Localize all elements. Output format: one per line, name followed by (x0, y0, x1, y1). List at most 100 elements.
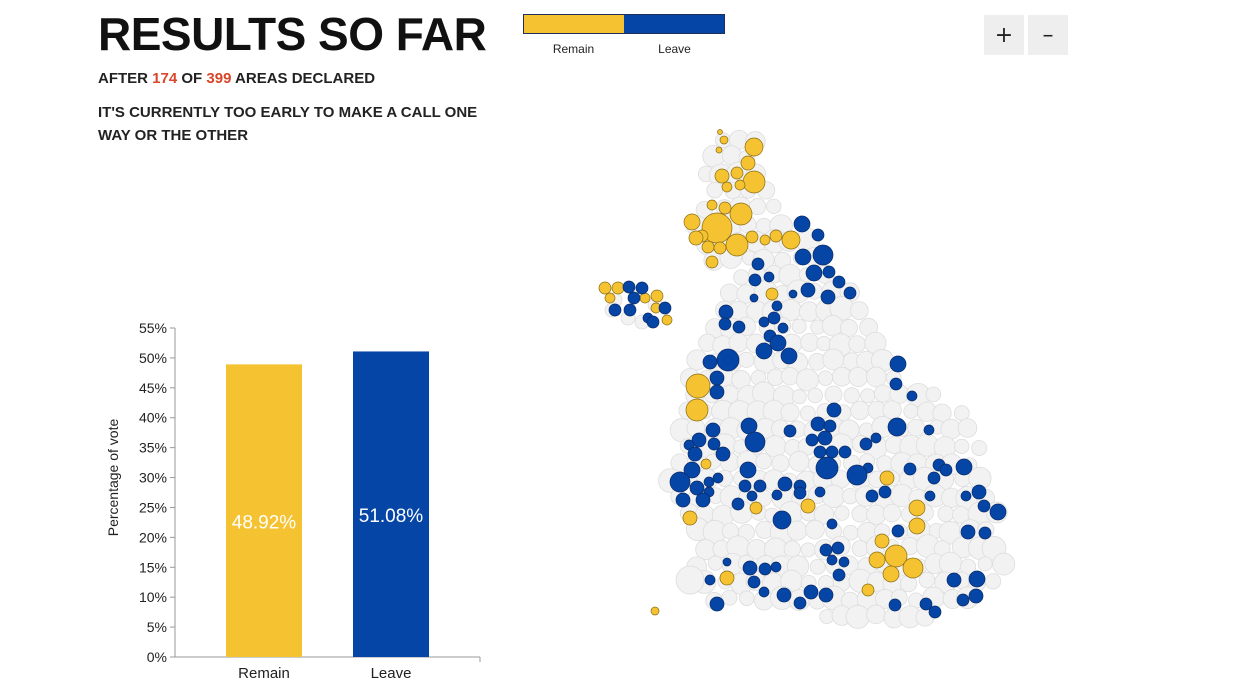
area-leave[interactable] (749, 293, 759, 303)
area-leave[interactable] (758, 316, 770, 328)
undeclared-area[interactable] (866, 604, 886, 625)
undeclared-area[interactable] (817, 370, 834, 386)
area-leave[interactable] (747, 575, 761, 589)
area-leave[interactable] (814, 486, 826, 498)
undeclared-area[interactable] (992, 552, 1016, 576)
area-leave[interactable] (769, 334, 787, 352)
undeclared-area[interactable] (824, 385, 843, 404)
area-leave[interactable] (718, 317, 732, 331)
area-leave[interactable] (732, 320, 746, 334)
area-remain[interactable] (725, 233, 749, 257)
undeclared-area[interactable] (873, 384, 893, 403)
area-remain[interactable] (745, 230, 759, 244)
area-leave[interactable] (832, 568, 846, 582)
area-leave[interactable] (859, 437, 873, 451)
area-leave[interactable] (838, 556, 850, 568)
area-leave[interactable] (687, 446, 703, 462)
undeclared-area[interactable] (850, 400, 870, 421)
area-remain[interactable] (700, 458, 712, 470)
undeclared-area[interactable] (755, 453, 772, 470)
area-remain[interactable] (908, 517, 926, 535)
area-leave[interactable] (878, 485, 892, 499)
area-leave[interactable] (989, 503, 1007, 521)
undeclared-area[interactable] (849, 301, 869, 320)
area-remain[interactable] (730, 166, 744, 180)
area-leave[interactable] (740, 417, 758, 435)
area-leave[interactable] (608, 303, 622, 317)
area-leave[interactable] (822, 265, 836, 279)
undeclared-area[interactable] (925, 386, 942, 403)
area-leave[interactable] (977, 499, 991, 513)
undeclared-area[interactable] (800, 542, 816, 558)
area-leave[interactable] (906, 390, 918, 402)
zoom-out-button[interactable]: – (1028, 15, 1068, 55)
area-remain[interactable] (868, 551, 886, 569)
area-leave[interactable] (826, 402, 842, 418)
area-leave[interactable] (716, 348, 740, 372)
area-leave[interactable] (978, 526, 992, 540)
area-leave[interactable] (956, 593, 970, 607)
area-leave[interactable] (870, 432, 882, 444)
area-remain[interactable] (650, 289, 664, 303)
area-leave[interactable] (923, 424, 935, 436)
area-leave[interactable] (753, 479, 767, 493)
area-leave[interactable] (919, 597, 933, 611)
area-leave[interactable] (715, 446, 731, 462)
area-remain[interactable] (908, 499, 926, 517)
area-leave[interactable] (927, 471, 941, 485)
area-leave[interactable] (738, 479, 752, 493)
area-leave[interactable] (891, 524, 905, 538)
area-leave[interactable] (960, 490, 972, 502)
area-leave[interactable] (748, 273, 762, 287)
undeclared-area[interactable] (814, 504, 835, 525)
area-leave[interactable] (805, 264, 823, 282)
undeclared-area[interactable] (819, 609, 835, 625)
area-leave[interactable] (803, 584, 819, 600)
area-leave[interactable] (742, 560, 758, 576)
area-leave[interactable] (794, 248, 812, 266)
area-leave[interactable] (810, 416, 826, 432)
undeclared-area[interactable] (903, 403, 919, 419)
area-leave[interactable] (820, 289, 836, 305)
undeclared-area[interactable] (848, 366, 869, 387)
area-leave[interactable] (758, 562, 772, 576)
undeclared-area[interactable] (809, 558, 826, 575)
area-leave[interactable] (817, 430, 833, 446)
undeclared-area[interactable] (807, 387, 823, 404)
undeclared-area[interactable] (918, 571, 936, 589)
area-leave[interactable] (793, 215, 811, 233)
area-leave[interactable] (763, 271, 775, 283)
undeclared-area[interactable] (788, 450, 810, 472)
area-leave[interactable] (709, 596, 725, 612)
area-remain[interactable] (719, 135, 729, 145)
area-leave[interactable] (819, 543, 833, 557)
area-leave[interactable] (815, 456, 839, 480)
undeclared-area[interactable] (954, 438, 970, 454)
area-leave[interactable] (865, 489, 879, 503)
undeclared-area[interactable] (860, 388, 876, 404)
undeclared-area[interactable] (733, 269, 750, 286)
area-remain[interactable] (719, 570, 735, 586)
area-leave[interactable] (960, 524, 976, 540)
undeclared-area[interactable] (937, 505, 955, 523)
area-remain[interactable] (705, 255, 719, 269)
area-leave[interactable] (695, 492, 711, 508)
undeclared-area[interactable] (675, 565, 705, 595)
area-remain[interactable] (884, 544, 908, 568)
undeclared-area[interactable] (843, 387, 860, 404)
area-leave[interactable] (709, 384, 725, 400)
undeclared-area[interactable] (821, 484, 846, 509)
area-leave[interactable] (812, 244, 834, 266)
area-leave[interactable] (800, 282, 816, 298)
area-remain[interactable] (749, 501, 763, 515)
area-remain[interactable] (706, 199, 718, 211)
area-leave[interactable] (924, 490, 936, 502)
undeclared-area[interactable] (763, 435, 787, 458)
undeclared-area[interactable] (816, 336, 832, 352)
area-remain[interactable] (715, 146, 723, 154)
area-leave[interactable] (928, 605, 942, 619)
area-remain[interactable] (598, 281, 612, 295)
area-leave[interactable] (744, 431, 766, 453)
undeclared-area[interactable] (971, 439, 988, 456)
undeclared-area[interactable] (706, 181, 723, 199)
